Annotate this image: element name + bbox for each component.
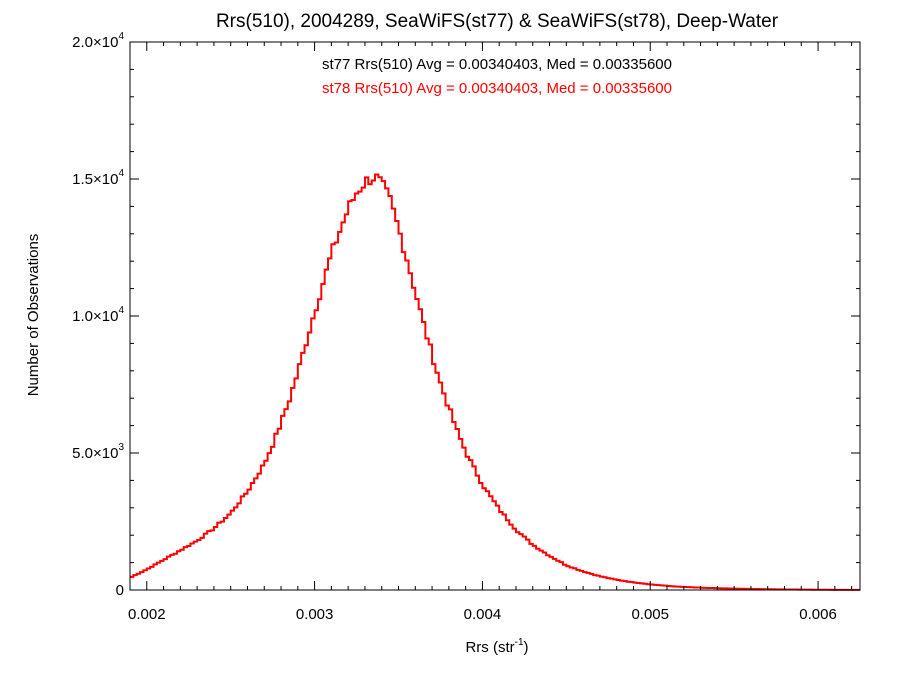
- axes: 0.002 0.003 0.004 0.005 0.006 0 5.0×103 1.0×104…: [72, 31, 860, 623]
- x-tick-label: 0.003: [296, 606, 334, 623]
- y-tick-label: 1.0×104: [72, 305, 124, 325]
- stats-annotations: st77 Rrs(510) Avg = 0.00340403, Med = 0.…: [322, 56, 672, 97]
- plot-frame: [129, 41, 861, 591]
- x-tick-label: 0.006: [799, 606, 837, 623]
- x-tick-label: 0.005: [631, 606, 669, 623]
- chart-title: Rrs(510), 2004289, SeaWiFS(st77) & SeaWi…: [216, 11, 779, 32]
- x-tick-label: 0.004: [464, 606, 502, 623]
- stats-annotation: st77 Rrs(510) Avg = 0.00340403, Med = 0.…: [322, 56, 672, 73]
- y-tick-label: 0: [116, 582, 124, 599]
- x-tick-label: 0.002: [128, 606, 166, 623]
- stats-annotation: st78 Rrs(510) Avg = 0.00340403, Med = 0.…: [322, 80, 672, 97]
- y-axis-label: Number of Observations: [25, 234, 42, 397]
- y-tick-label: 2.0×104: [72, 31, 124, 51]
- y-tick-label: 1.5×104: [72, 168, 124, 188]
- histogram-step-line: [130, 173, 860, 591]
- y-tick-label: 5.0×103: [72, 442, 124, 462]
- histogram-series: [130, 173, 860, 591]
- x-axis-label: Rrs (str-1): [465, 637, 528, 656]
